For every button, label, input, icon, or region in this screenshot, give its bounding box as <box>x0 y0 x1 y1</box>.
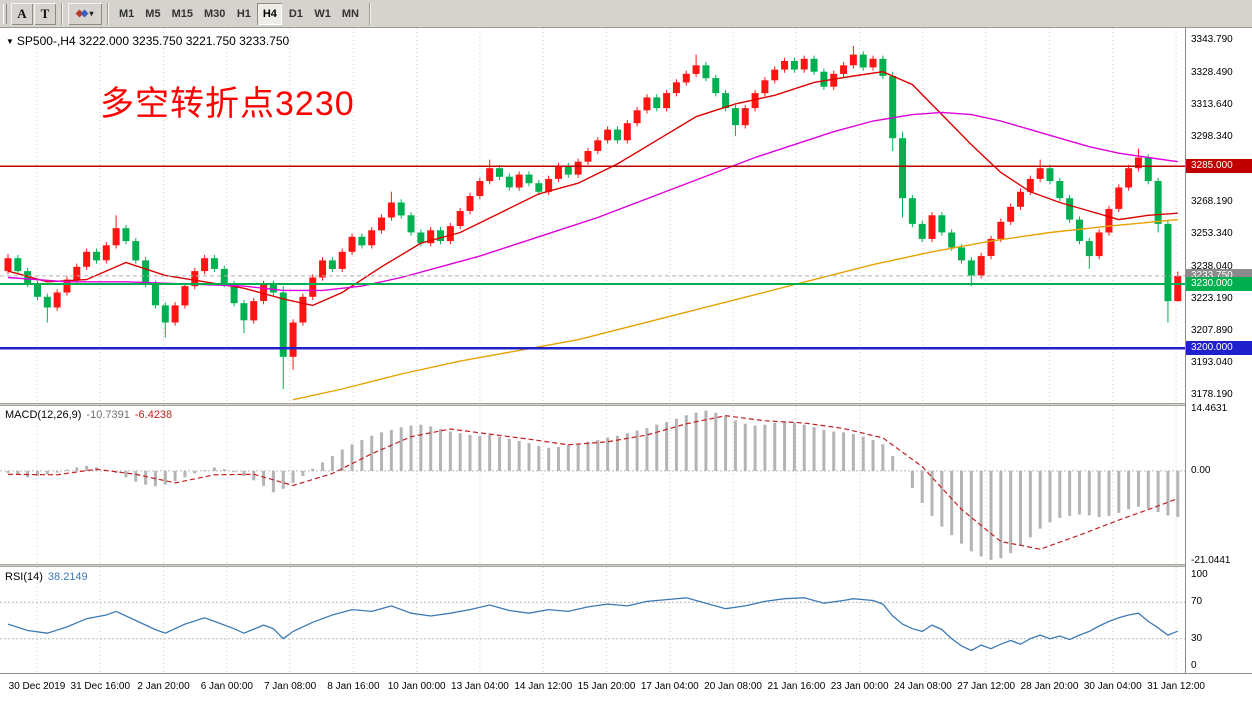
time-label: 6 Jan 00:00 <box>200 681 253 692</box>
time-label: 30 Dec 2019 <box>8 681 66 692</box>
rsi-indicator-panel[interactable] <box>0 567 1185 673</box>
timeframe-m15[interactable]: M15 <box>167 3 198 25</box>
timeframe-m30[interactable]: M30 <box>199 3 230 25</box>
macd-indicator-panel[interactable] <box>0 406 1185 564</box>
toolbar-separator <box>61 2 63 25</box>
price-tick-label: 3313.640 <box>1191 98 1233 110</box>
macd-signal-value: -6.4238 <box>134 409 173 421</box>
time-label: 8 Jan 16:00 <box>327 681 380 692</box>
rsi-tick-label: 30 <box>1191 632 1203 644</box>
timeframe-m1[interactable]: M1 <box>114 3 139 25</box>
chart-marker-icon: ▼ <box>6 37 14 46</box>
time-label: 31 Dec 16:00 <box>70 681 131 692</box>
ohlc-values: 3222.000 3235.750 3221.750 3233.750 <box>78 34 290 48</box>
price-axis[interactable]: 3343.7903328.4903313.6403298.3403283.190… <box>1185 28 1252 673</box>
macd-tick-label: -21.0441 <box>1191 554 1231 566</box>
toolbar-grip[interactable] <box>3 3 7 24</box>
time-label: 28 Jan 20:00 <box>1020 681 1079 692</box>
draw-shape-icon <box>81 9 89 18</box>
price-tick-label: 3193.040 <box>1191 357 1233 369</box>
time-label: 2 Jan 20:00 <box>137 681 190 692</box>
main-price-chart[interactable] <box>0 28 1185 403</box>
price-tick-label: 3238.040 <box>1191 260 1233 272</box>
time-label: 15 Jan 20:00 <box>577 681 636 692</box>
macd-histogram <box>6 410 1180 560</box>
toolbar-separator <box>107 2 109 25</box>
time-label: 10 Jan 00:00 <box>387 681 446 692</box>
timeframe-group: M1 M5 M15 M30 H1 H4 D1 W1 MN <box>114 2 364 25</box>
price-tag-3230.000: 3230.000 <box>1186 276 1252 291</box>
text-label-button[interactable]: T <box>34 2 56 25</box>
chart-header: ▼ SP500-,H4 3222.000 3235.750 3221.750 32… <box>6 34 289 48</box>
symbol-period-label: SP500-,H4 <box>16 34 76 48</box>
panel-splitter[interactable] <box>0 564 1252 567</box>
toolbar: A T ▾ M1 M5 M15 M30 H1 H4 D1 W1 MN <box>0 0 1252 28</box>
price-tag-3285.000: 3285.000 <box>1186 159 1252 174</box>
time-label: 17 Jan 04:00 <box>640 681 699 692</box>
time-label: 31 Jan 12:00 <box>1147 681 1205 692</box>
macd-main-value: -10.7391 <box>86 409 130 421</box>
price-tick-label: 3298.340 <box>1191 131 1233 143</box>
chevron-down-icon: ▾ <box>89 9 94 18</box>
rsi-tick-label: 70 <box>1191 596 1203 608</box>
price-tick-label: 3343.790 <box>1191 34 1233 45</box>
time-label: 7 Jan 08:00 <box>263 681 317 692</box>
time-label: 24 Jan 08:00 <box>893 681 952 692</box>
macd-label: MACD(12,26,9) -10.7391 -6.4238 <box>5 409 172 421</box>
price-tick-label: 3223.190 <box>1191 292 1233 304</box>
arrow-style-button[interactable]: A <box>11 2 33 25</box>
time-label: 23 Jan 00:00 <box>830 681 889 692</box>
drawing-tools-dropdown[interactable]: ▾ <box>68 2 102 25</box>
time-label: 13 Jan 04:00 <box>451 681 509 692</box>
rsi-value: 38.2149 <box>47 571 88 583</box>
time-label: 20 Jan 08:00 <box>704 681 762 692</box>
chart-text-annotation: 多空转折点3230 <box>100 85 355 123</box>
rsi-label: RSI(14) 38.2149 <box>5 571 88 583</box>
time-label: 21 Jan 16:00 <box>767 681 826 692</box>
macd-tick-label: 0.00 <box>1191 464 1211 476</box>
candles <box>4 45 1182 389</box>
price-tick-label: 3268.190 <box>1191 196 1233 208</box>
rsi-name: RSI(14) <box>5 571 43 583</box>
time-label: 14 Jan 12:00 <box>514 681 573 692</box>
timeframe-h1[interactable]: H1 <box>231 3 256 25</box>
timeframe-m5[interactable]: M5 <box>140 3 165 25</box>
timeframe-w1[interactable]: W1 <box>309 3 336 25</box>
macd-name: MACD(12,26,9) <box>5 409 82 421</box>
vertical-gridlines <box>36 28 1177 403</box>
ma-mid-magenta <box>7 111 1178 292</box>
macd-signal-line <box>7 415 1179 550</box>
time-label: 27 Jan 12:00 <box>957 681 1016 692</box>
timeframe-h4[interactable]: H4 <box>257 2 283 25</box>
price-tick-label: 3178.190 <box>1191 388 1233 400</box>
panel-splitter[interactable] <box>0 403 1252 406</box>
price-tick-label: 3253.340 <box>1191 227 1233 239</box>
timeframe-mn[interactable]: MN <box>337 3 364 25</box>
price-tag-3200.000: 3200.000 <box>1186 341 1252 356</box>
price-tick-label: 3328.490 <box>1191 66 1233 78</box>
time-axis[interactable]: 30 Dec 2019 31 Dec 16:00 2 Jan 20:00 6 Jan … <box>0 673 1252 701</box>
rsi-line <box>7 597 1179 652</box>
timeframe-d1[interactable]: D1 <box>283 3 308 25</box>
toolbar-separator <box>368 2 371 25</box>
ma-slow-orange <box>292 218 1178 401</box>
time-label: 30 Jan 04:00 <box>1083 681 1142 692</box>
price-tick-label: 3207.890 <box>1191 325 1233 337</box>
rsi-tick-label: 100 <box>1191 569 1208 580</box>
rsi-tick-label: 0 <box>1191 660 1197 671</box>
macd-tick-label: 14.4631 <box>1191 403 1228 414</box>
